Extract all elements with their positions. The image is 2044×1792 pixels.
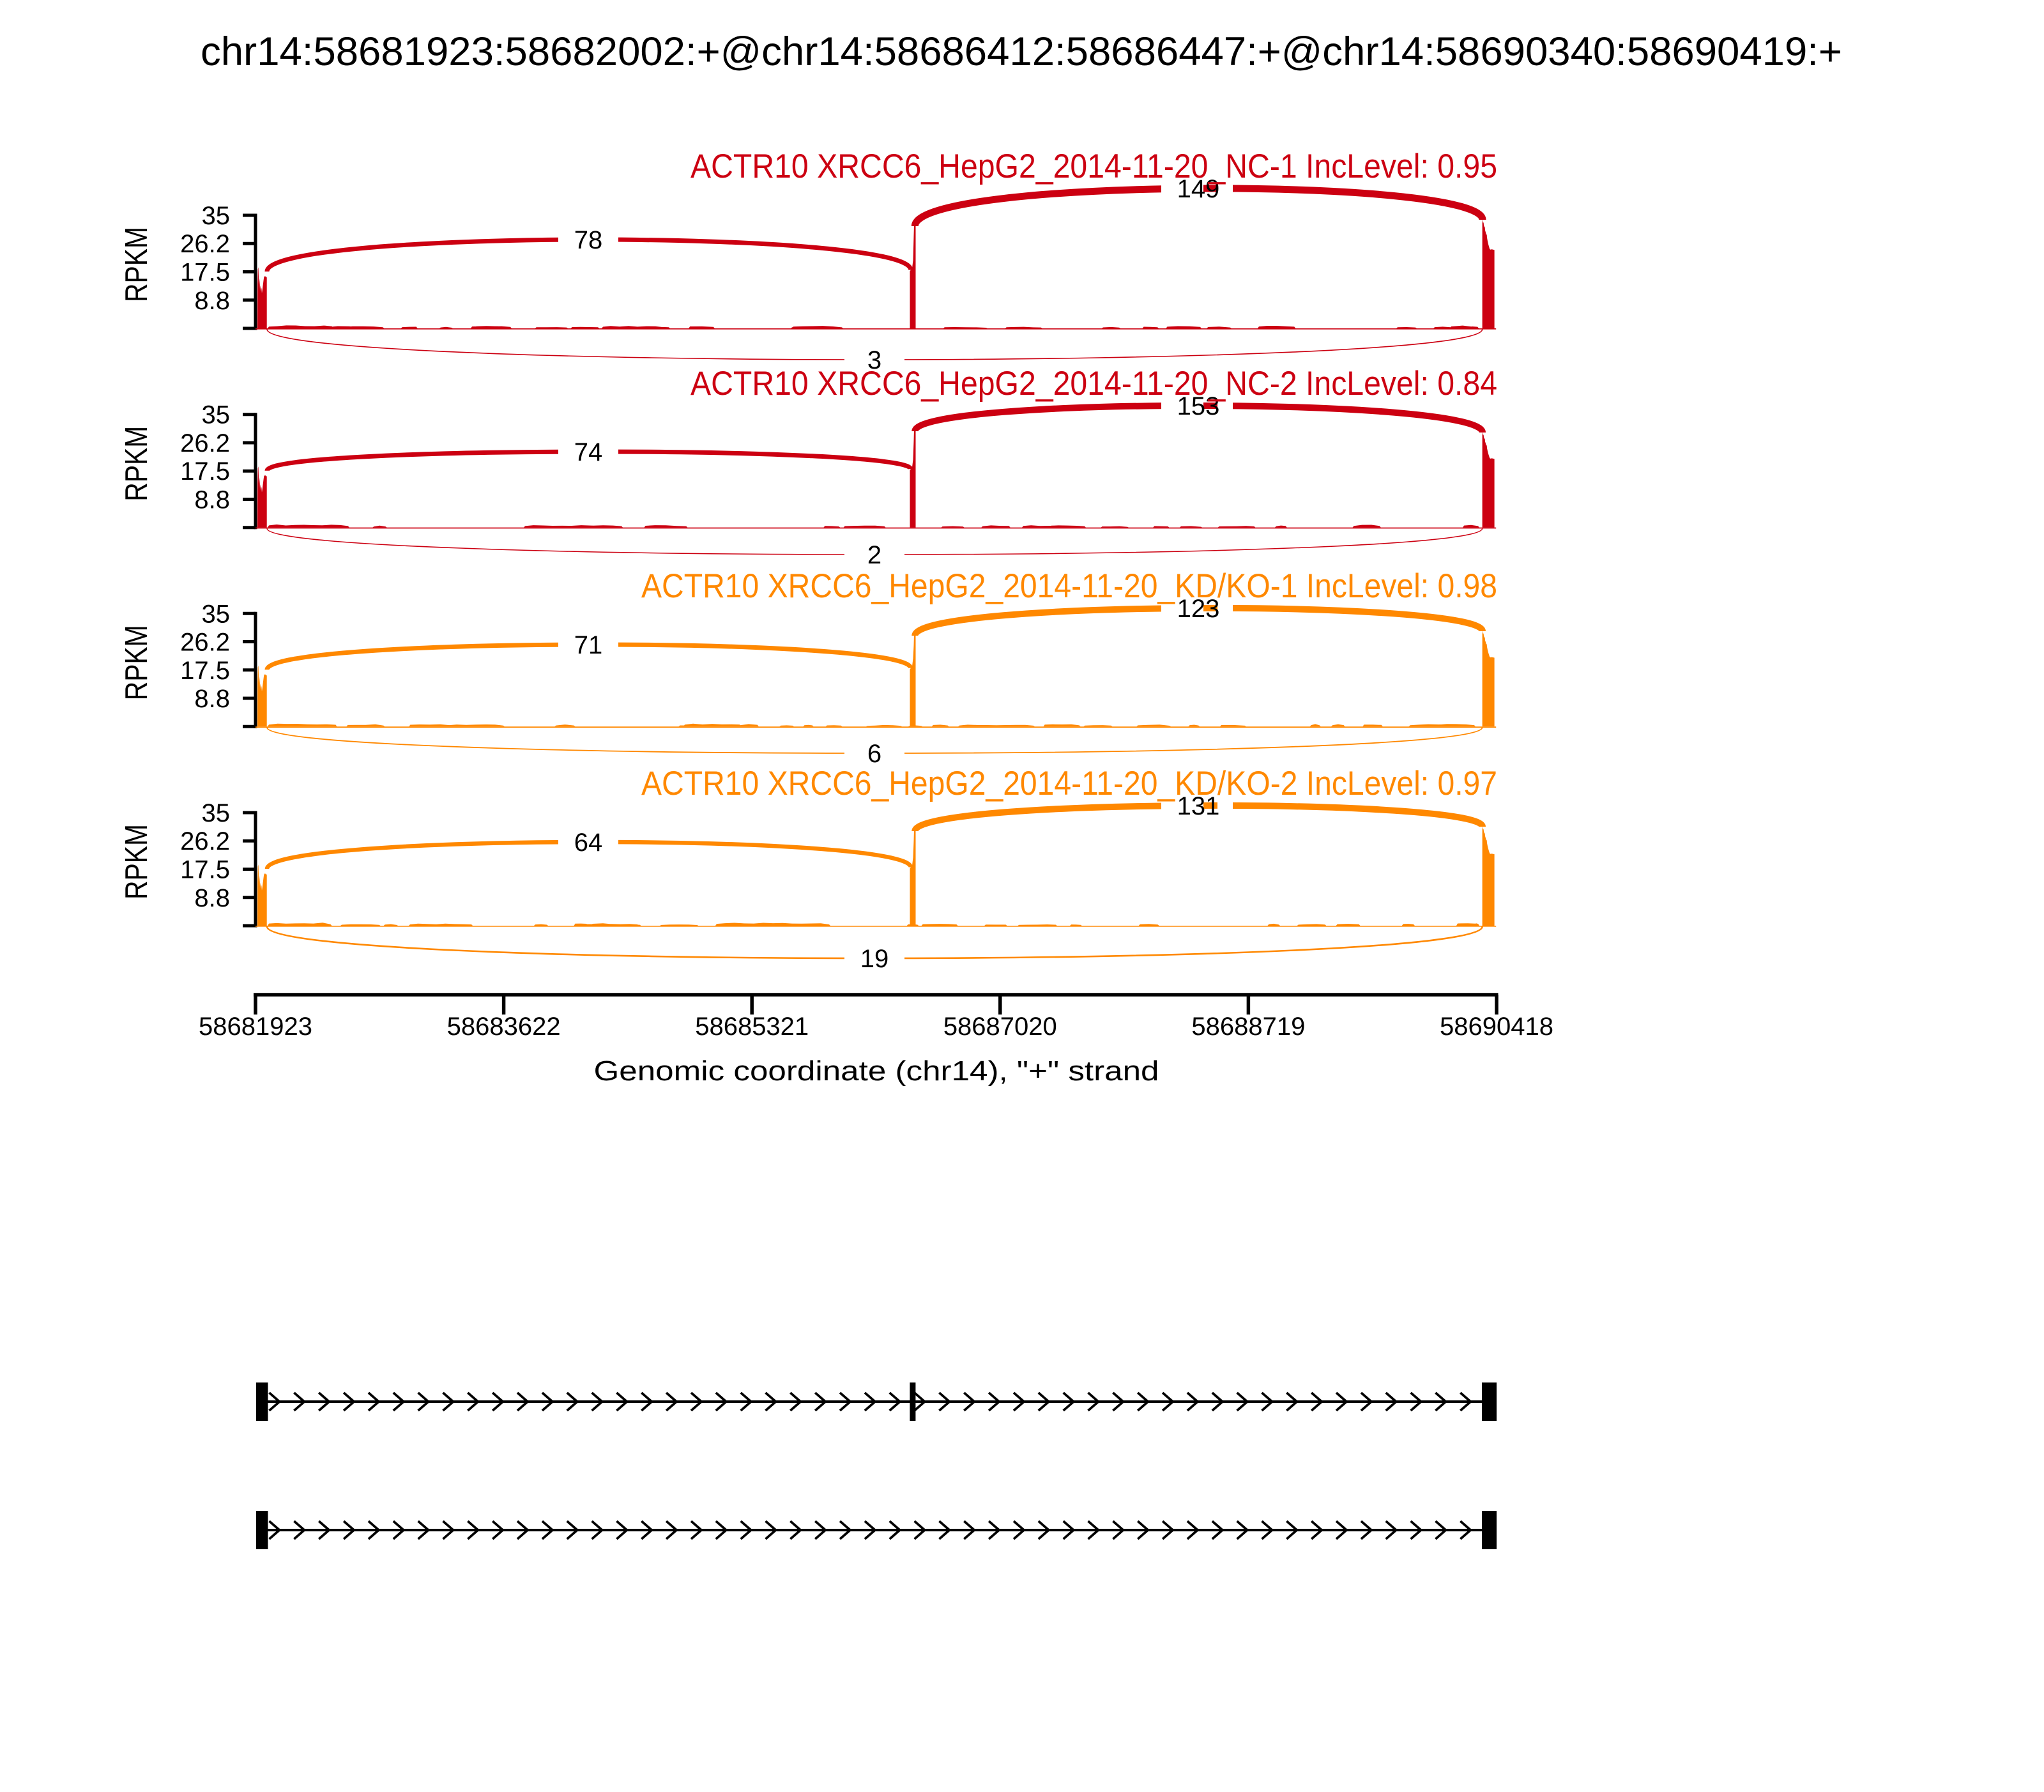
svg-text:ACTR10 XRCC6_HepG2_2014-11-20_: ACTR10 XRCC6_HepG2_2014-11-20_KD/KO-2 In… [641, 765, 1497, 802]
svg-text:74: 74 [574, 438, 603, 466]
svg-text:Genomic coordinate (chr14), "+: Genomic coordinate (chr14), "+" strand [594, 1055, 1159, 1087]
svg-text:RPKM: RPKM [119, 625, 154, 700]
svg-text:8.8: 8.8 [194, 287, 230, 315]
svg-text:35: 35 [202, 202, 231, 230]
svg-text:58690418: 58690418 [1440, 1013, 1553, 1041]
svg-text:ACTR10 XRCC6_HepG2_2014-11-20_: ACTR10 XRCC6_HepG2_2014-11-20_NC-1 IncLe… [690, 148, 1497, 185]
svg-text:ACTR10 XRCC6_HepG2_2014-11-20_: ACTR10 XRCC6_HepG2_2014-11-20_KD/KO-1 In… [641, 567, 1497, 605]
svg-text:149: 149 [1177, 175, 1220, 203]
svg-text:78: 78 [574, 226, 603, 254]
svg-text:58683622: 58683622 [447, 1013, 561, 1041]
svg-text:58688719: 58688719 [1191, 1013, 1305, 1041]
svg-text:153: 153 [1177, 392, 1220, 420]
svg-text:26.2: 26.2 [180, 230, 230, 258]
svg-text:19: 19 [860, 945, 889, 973]
svg-text:131: 131 [1177, 792, 1220, 820]
svg-text:8.8: 8.8 [194, 486, 230, 514]
svg-text:2: 2 [867, 541, 881, 569]
svg-text:RPKM: RPKM [119, 426, 154, 502]
svg-text:chr14:58681923:58682002:+@chr1: chr14:58681923:58682002:+@chr14:58686412… [201, 29, 1842, 74]
svg-text:ACTR10 XRCC6_HepG2_2014-11-20_: ACTR10 XRCC6_HepG2_2014-11-20_NC-2 IncLe… [690, 365, 1497, 402]
svg-text:58681923: 58681923 [199, 1013, 312, 1041]
svg-text:35: 35 [202, 799, 231, 827]
svg-text:8.8: 8.8 [194, 884, 230, 912]
svg-text:58687020: 58687020 [943, 1013, 1057, 1041]
svg-text:26.2: 26.2 [180, 629, 230, 657]
svg-text:26.2: 26.2 [180, 827, 230, 855]
svg-text:6: 6 [867, 740, 881, 768]
svg-text:RPKM: RPKM [119, 227, 154, 302]
svg-text:8.8: 8.8 [194, 685, 230, 713]
svg-text:26.2: 26.2 [180, 429, 230, 457]
svg-text:64: 64 [574, 829, 603, 857]
svg-text:3: 3 [867, 346, 881, 374]
svg-text:71: 71 [574, 631, 603, 659]
svg-text:17.5: 17.5 [180, 657, 230, 685]
svg-text:17.5: 17.5 [180, 856, 230, 884]
svg-text:17.5: 17.5 [180, 259, 230, 287]
svg-text:17.5: 17.5 [180, 457, 230, 486]
svg-text:35: 35 [202, 401, 231, 429]
svg-text:58685321: 58685321 [695, 1013, 809, 1041]
svg-text:123: 123 [1177, 595, 1220, 623]
svg-text:RPKM: RPKM [119, 824, 154, 900]
svg-text:35: 35 [202, 600, 231, 628]
